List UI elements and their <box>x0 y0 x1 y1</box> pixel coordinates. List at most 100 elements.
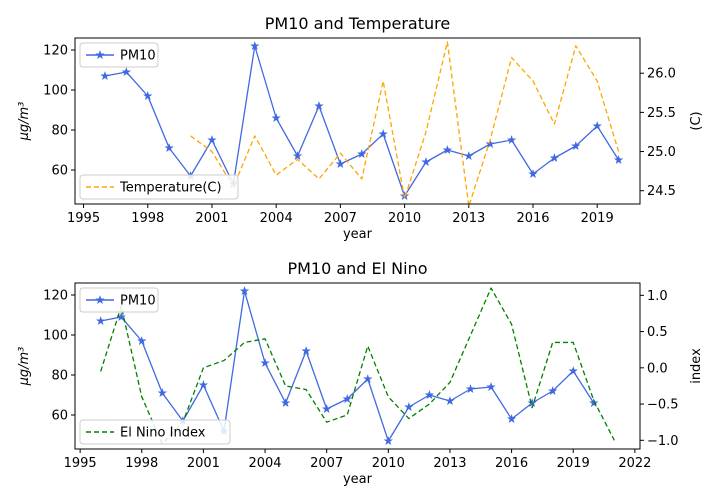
data-point <box>445 396 455 405</box>
data-point <box>143 91 153 100</box>
x-tick-label: 2016 <box>516 211 549 226</box>
y2-tick-label: 25.0 <box>647 145 676 160</box>
x-tick-label: 2010 <box>372 456 405 471</box>
data-point <box>506 414 517 423</box>
data-point <box>383 436 393 445</box>
x-tick-label: 2001 <box>187 456 220 471</box>
data-point <box>198 380 209 389</box>
data-point <box>357 149 367 158</box>
legend-2: Temperature(C) <box>79 174 239 200</box>
series-line-2 <box>100 287 615 445</box>
data-point <box>378 129 388 138</box>
chart-title: PM10 and El Nino <box>287 259 427 278</box>
x-tick-label: 2019 <box>581 211 614 226</box>
y2-axis-label: index <box>689 348 704 384</box>
data-point <box>485 139 495 148</box>
y-tick-label: 80 <box>51 369 68 384</box>
y2-tick-label: 26.0 <box>647 67 676 82</box>
data-point <box>260 358 270 367</box>
x-tick-label: 1995 <box>67 211 100 226</box>
x-tick-label: 2019 <box>557 456 590 471</box>
series-line-2 <box>190 41 620 208</box>
series-line-1 <box>104 45 620 197</box>
data-point <box>464 151 474 160</box>
y2-axis-label: (C) <box>689 111 704 130</box>
y-tick-label: 60 <box>51 164 68 179</box>
legend-1: PM10 <box>79 287 159 313</box>
legend-1: PM10 <box>79 42 159 68</box>
series-line-1 <box>100 290 595 442</box>
y2-tick-label: −1.0 <box>647 434 679 449</box>
data-point <box>549 153 560 162</box>
y-tick-label: 120 <box>43 44 68 59</box>
data-point <box>322 404 332 413</box>
data-point <box>589 398 599 407</box>
legend-box <box>79 174 239 200</box>
x-axis-label: year <box>343 227 373 242</box>
data-point <box>363 374 373 383</box>
y-tick-label: 100 <box>43 329 68 344</box>
data-point <box>342 394 352 403</box>
data-point <box>121 67 132 76</box>
data-point <box>548 386 558 395</box>
legend-box <box>79 419 231 445</box>
data-point <box>280 398 291 407</box>
data-point <box>592 121 602 130</box>
y-tick-label: 60 <box>51 409 68 424</box>
data-point <box>301 346 311 355</box>
legend-label: Temperature(C) <box>119 181 222 196</box>
legend-2: El Nino Index <box>79 419 231 445</box>
data-point <box>292 151 303 160</box>
data-point <box>486 382 496 391</box>
data-point <box>571 141 581 150</box>
data-point <box>568 366 578 375</box>
y2-tick-label: 0.5 <box>647 325 668 340</box>
data-point <box>528 169 538 178</box>
x-tick-label: 2001 <box>195 211 228 226</box>
data-point <box>613 155 624 164</box>
x-tick-label: 2022 <box>618 456 651 471</box>
data-point <box>250 41 260 50</box>
data-point <box>424 390 435 399</box>
data-point <box>96 316 106 325</box>
data-point <box>527 398 537 407</box>
data-point <box>164 143 174 152</box>
data-point <box>100 71 110 80</box>
y2-tick-label: 0.0 <box>647 361 668 376</box>
x-axis-label: year <box>343 472 373 487</box>
data-point <box>207 135 217 144</box>
y2-tick-label: 24.5 <box>647 184 676 199</box>
y-axis-label: μg/m³ <box>17 347 32 387</box>
data-point <box>157 388 167 397</box>
y2-tick-label: −0.5 <box>647 398 679 413</box>
data-point <box>271 113 281 122</box>
x-tick-label: 2004 <box>260 211 293 226</box>
x-tick-label: 2007 <box>310 456 343 471</box>
y-tick-label: 80 <box>51 124 68 139</box>
x-tick-label: 2004 <box>248 456 281 471</box>
x-tick-label: 1998 <box>131 211 164 226</box>
legend-label: El Nino Index <box>120 426 206 441</box>
x-tick-label: 2013 <box>452 211 485 226</box>
legend-box <box>79 287 159 313</box>
data-point <box>442 145 453 154</box>
data-point <box>506 135 517 144</box>
x-tick-label: 2007 <box>324 211 357 226</box>
x-tick-label: 2016 <box>495 456 528 471</box>
data-point <box>137 336 147 345</box>
legend-marker <box>95 50 105 59</box>
legend-box <box>79 42 159 68</box>
legend-marker <box>95 295 105 304</box>
x-tick-label: 2013 <box>433 456 466 471</box>
data-point <box>335 159 346 168</box>
data-point <box>421 157 431 166</box>
plot-frame <box>74 282 641 450</box>
plot-frame <box>74 37 641 205</box>
y2-tick-label: 1.0 <box>647 289 668 304</box>
y-tick-label: 100 <box>43 84 68 99</box>
x-tick-label: 2010 <box>388 211 421 226</box>
chart-panel-2: PM10 and El Nino 1995 1998 2001 2004 2007 2010… <box>17 259 704 487</box>
data-point <box>465 384 476 393</box>
data-point <box>314 101 324 110</box>
